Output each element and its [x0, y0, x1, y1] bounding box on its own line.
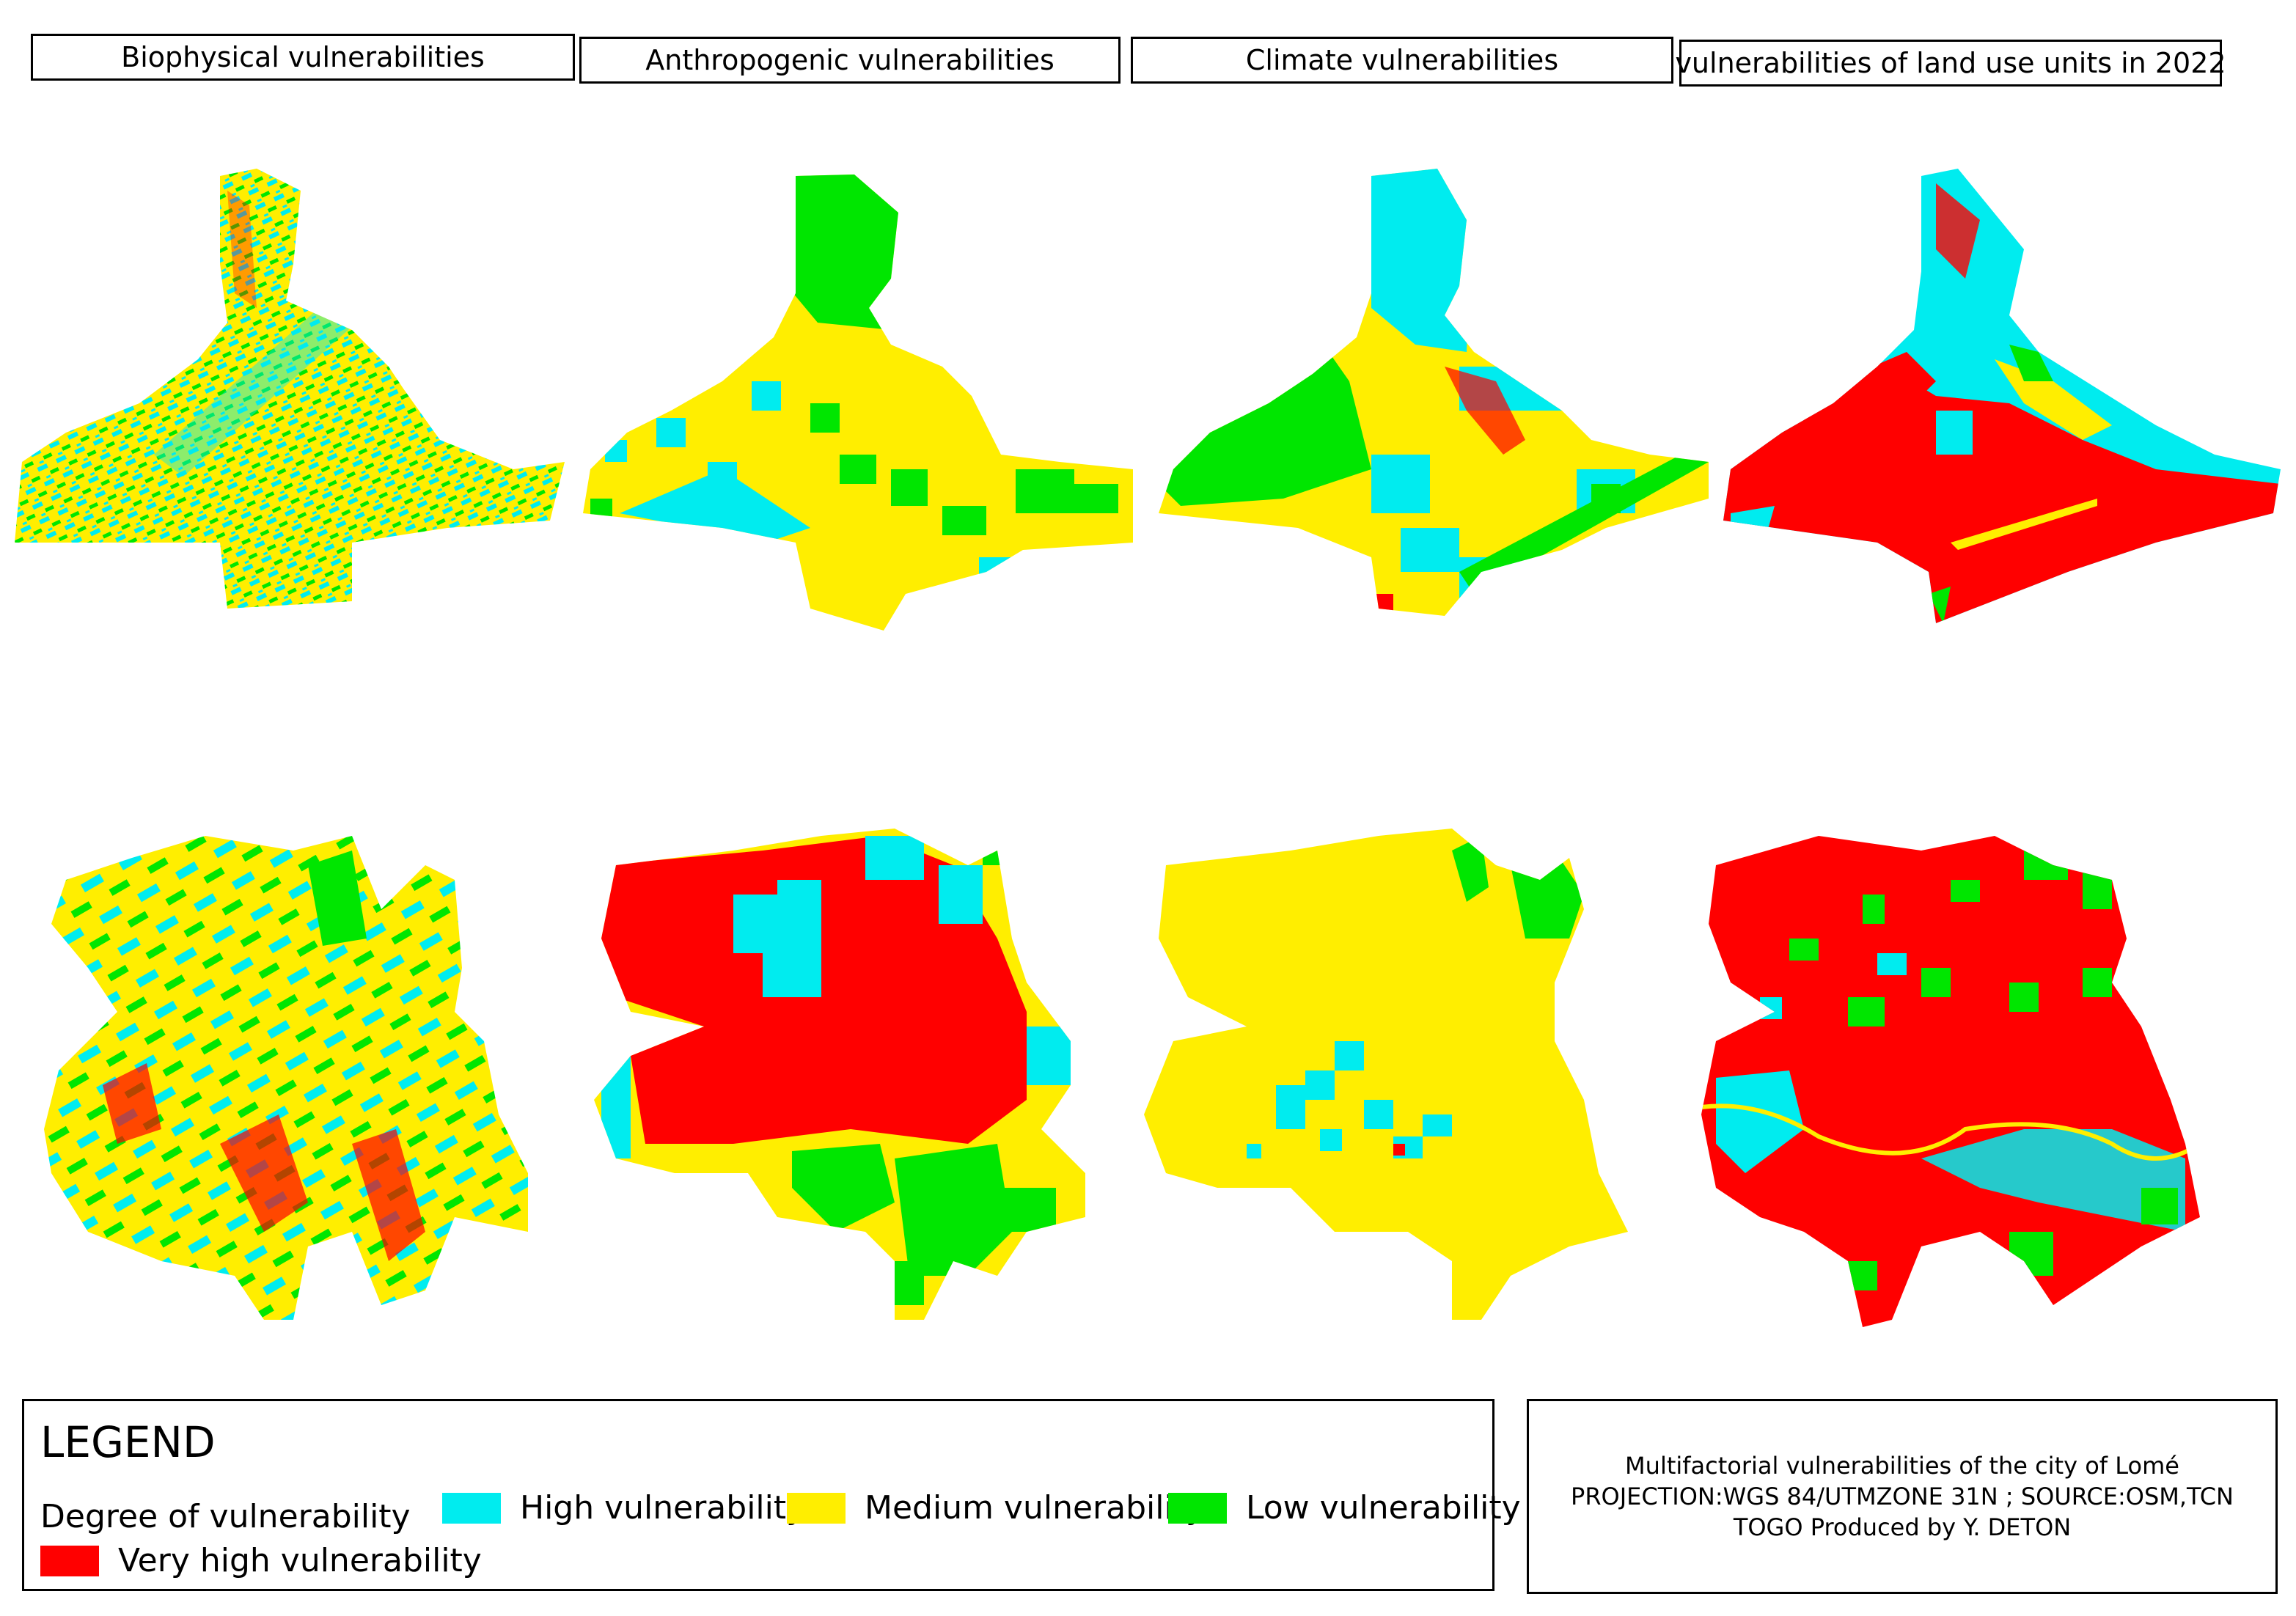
map-climate-top — [1151, 161, 1709, 631]
legend-item-high: High vulnerability — [442, 1489, 805, 1527]
map-climate-bottom — [1144, 821, 1657, 1334]
map-land-use-top — [1716, 161, 2281, 631]
legend-label-very-high: Very high vulnerability — [118, 1542, 482, 1579]
legend-item-very-high: Very high vulnerability — [40, 1542, 482, 1579]
map-climate-top-svg — [1159, 169, 1709, 616]
info-projection: PROJECTION:WGS 84/UTMZONE 31N ; SOURCE:O… — [1571, 1483, 2234, 1510]
legend-item-low: Low vulnerability — [1168, 1489, 1521, 1527]
header-biophysical: Biophysical vulnerabilities — [31, 34, 575, 81]
map-land-use-bottom-svg — [1701, 836, 2200, 1327]
legend-title: LEGEND — [40, 1417, 216, 1467]
map-climate-bottom-svg — [1144, 829, 1628, 1320]
legend-item-medium: Medium vulnerability — [787, 1489, 1205, 1527]
map-anthropogenic-bottom-svg — [594, 829, 1085, 1320]
legend-swatch-very-high — [40, 1545, 99, 1576]
map-biophysical-top-svg — [15, 169, 565, 609]
map-land-use-top-svg — [1723, 169, 2281, 623]
legend-subtitle: Degree of vulnerability — [40, 1498, 411, 1535]
map-land-use-bottom — [1701, 821, 2215, 1334]
header-anthropogenic: Anthropogenic vulnerabilities — [579, 37, 1121, 84]
map-biophysical-top — [7, 161, 572, 631]
map-biophysical-bottom — [44, 821, 557, 1334]
legend-swatch-low — [1168, 1492, 1227, 1524]
info-title: Multifactorial vulnerabilities of the ci… — [1625, 1452, 2179, 1480]
map-anthropogenic-top — [576, 161, 1133, 631]
legend-label-medium: Medium vulnerability — [865, 1489, 1205, 1527]
legend-swatch-medium — [787, 1492, 846, 1524]
map-biophysical-bottom-svg — [44, 836, 528, 1320]
legend-swatch-high — [442, 1492, 501, 1524]
map-anthropogenic-bottom — [587, 821, 1100, 1334]
info-credit: TOGO Produced by Y. DETON — [1733, 1513, 2072, 1541]
map-info-box: Multifactorial vulnerabilities of the ci… — [1527, 1399, 2278, 1594]
map-anthropogenic-top-svg — [583, 175, 1133, 631]
header-land-use-2022: vulnerabilities of land use units in 202… — [1675, 40, 2226, 87]
header-climate: Climate vulnerabilities — [1131, 37, 1673, 84]
legend-box: LEGEND Degree of vulnerability Very high… — [22, 1399, 1521, 1591]
legend-label-low: Low vulnerability — [1246, 1489, 1521, 1527]
legend-label-high: High vulnerability — [520, 1489, 806, 1527]
